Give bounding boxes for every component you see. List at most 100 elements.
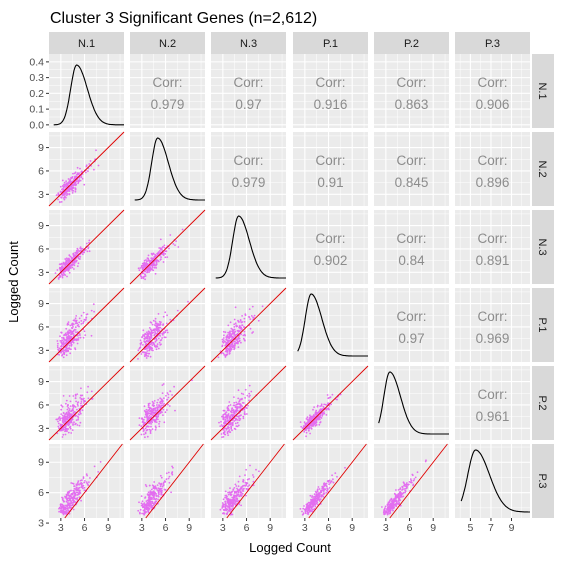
scatter-point	[225, 495, 227, 497]
scatter-point	[150, 347, 152, 349]
scatter-point	[69, 506, 71, 508]
scatter-point	[65, 333, 67, 335]
scatter-point	[150, 498, 152, 500]
scatter-point	[228, 494, 230, 496]
scatter-point	[315, 503, 317, 505]
scatter-point	[73, 485, 75, 487]
scatter-point	[387, 513, 389, 515]
scatter-point	[155, 267, 157, 269]
scatter-point	[312, 409, 314, 411]
scatter-point	[66, 418, 68, 420]
panel-p1-n2	[130, 288, 205, 362]
scatter-point	[149, 429, 151, 431]
column-strip-label-n2: N.2	[159, 38, 176, 50]
scatter-point	[163, 261, 165, 263]
scatter-point	[146, 264, 148, 266]
scatter-point	[235, 306, 237, 308]
scatter-point	[77, 167, 79, 169]
scatter-point	[249, 465, 251, 467]
scatter-point	[62, 354, 64, 356]
scatter-point	[151, 419, 153, 421]
scatter-point	[244, 313, 246, 315]
scatter-point	[93, 311, 95, 313]
scatter-point	[160, 491, 162, 493]
scatter-point	[245, 483, 247, 485]
scatter-point	[154, 409, 156, 411]
corr-label: Corr:	[397, 231, 427, 246]
scatter-point	[60, 430, 62, 432]
scatter-point	[65, 403, 67, 405]
scatter-point	[139, 269, 141, 271]
scatter-point	[63, 351, 65, 353]
scatter-point	[226, 513, 228, 515]
scatter-point	[241, 393, 243, 395]
x-tick-label-n2: 3	[139, 522, 145, 534]
scatter-point	[240, 418, 242, 420]
scatter-point	[141, 502, 143, 504]
scatter-point	[309, 417, 311, 419]
scatter-point	[63, 514, 65, 516]
scatter-point	[226, 498, 228, 500]
scatter-point	[225, 351, 227, 353]
y-axis-label: Logged Count	[6, 241, 21, 323]
scatter-point	[155, 261, 157, 263]
row-strip-label-p2: P.2	[536, 395, 548, 410]
scatter-point	[231, 333, 233, 335]
corr-value-n2-p3: 0.896	[476, 175, 510, 190]
scatter-point	[146, 350, 148, 352]
scatter-point	[314, 493, 316, 495]
scatter-point	[317, 490, 319, 492]
scatter-point	[168, 478, 170, 480]
scatter-point	[75, 494, 77, 496]
scatter-point	[320, 421, 322, 423]
scatter-point	[139, 512, 141, 514]
scatter-point	[326, 414, 328, 416]
scatter-point	[318, 486, 320, 488]
scatter-point	[73, 496, 75, 498]
scatter-point	[311, 495, 313, 497]
scatter-point	[329, 397, 331, 399]
scatter-point	[81, 399, 83, 401]
scatter-point	[301, 511, 303, 513]
x-axis-label: Logged Count	[249, 540, 331, 555]
scatter-point	[93, 303, 95, 305]
scatter-point	[70, 500, 72, 502]
x-tick-label-n1: 6	[82, 522, 88, 534]
scatter-point	[153, 491, 155, 493]
scatter-point	[233, 420, 235, 422]
scatter-point	[146, 507, 148, 509]
scatter-point	[316, 421, 318, 423]
scatter-point	[232, 499, 234, 501]
scatter-point	[76, 393, 78, 395]
scatter-point	[164, 256, 166, 258]
scatter-point	[241, 321, 243, 323]
scatter-point	[62, 275, 64, 277]
column-strip-label-p2: P.2	[404, 38, 419, 50]
scatter-point	[78, 322, 80, 324]
scatter-point	[230, 335, 232, 337]
scatter-point	[144, 341, 146, 343]
scatter-point	[62, 506, 64, 508]
y-tick-label-p2: 3	[38, 423, 44, 435]
scatter-point	[158, 491, 160, 493]
scatter-point	[144, 276, 146, 278]
scatter-point	[163, 421, 165, 423]
scatter-point	[245, 469, 247, 471]
scatter-point	[146, 348, 148, 350]
scatter-point	[310, 503, 312, 505]
scatter-point	[73, 411, 75, 413]
scatter-point	[163, 484, 165, 486]
scatter-point	[237, 338, 239, 340]
scatter-point	[152, 344, 154, 346]
scatter-point	[59, 335, 61, 337]
scatter-point	[67, 338, 69, 340]
scatter-point	[239, 415, 241, 417]
corr-label: Corr:	[234, 153, 264, 168]
scatter-point	[76, 320, 78, 322]
scatter-point	[142, 263, 144, 265]
corr-value-n2-p1: 0.91	[317, 175, 343, 190]
x-tick-label-p1: 9	[349, 522, 355, 534]
scatter-point	[311, 416, 313, 418]
y-tick-label-n3: 9	[38, 220, 44, 232]
scatter-point	[244, 413, 246, 415]
